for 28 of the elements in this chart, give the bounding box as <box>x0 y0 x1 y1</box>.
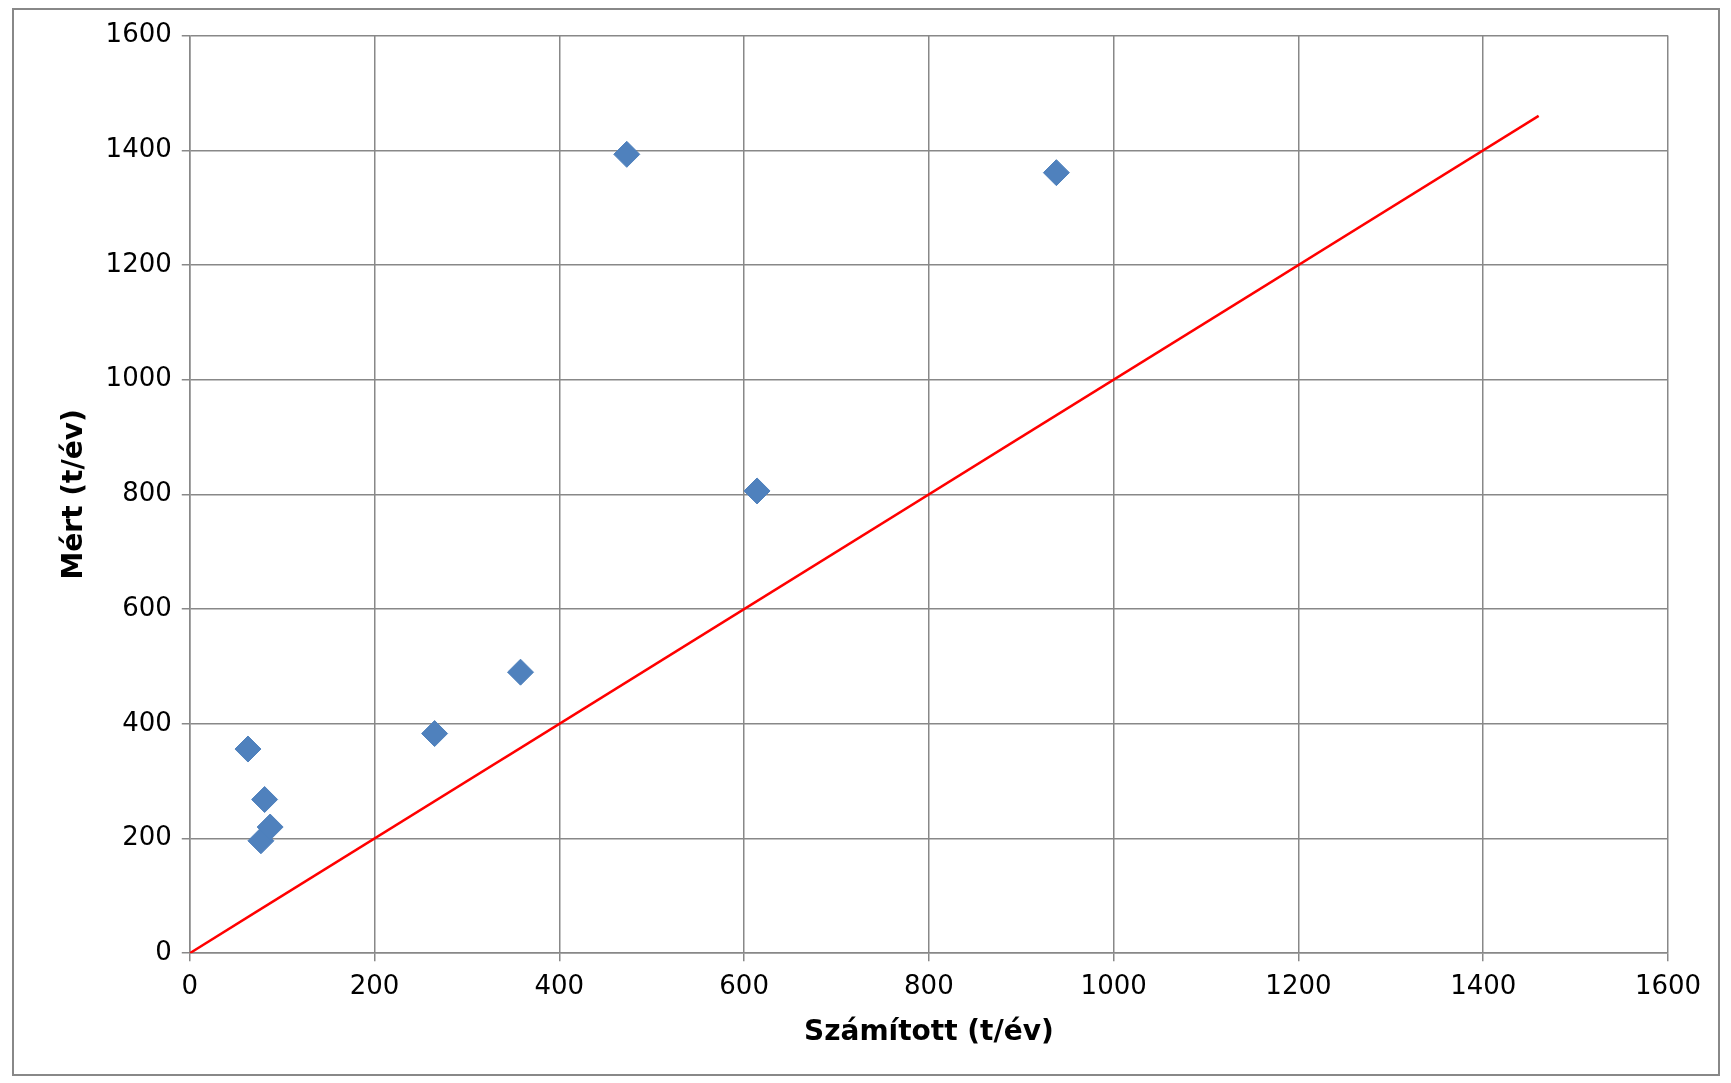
y-tick-label: 1200 <box>105 247 172 278</box>
y-tick-label: 1000 <box>105 362 172 393</box>
x-tick-label: 800 <box>904 969 954 1000</box>
x-tick-label: 600 <box>719 969 769 1000</box>
y-tick-label: 0 <box>155 935 172 966</box>
y-tick-label: 800 <box>122 477 172 508</box>
y-tick-label: 200 <box>122 821 172 852</box>
point <box>743 477 771 505</box>
y-tick-label: 400 <box>122 706 172 737</box>
point <box>507 658 535 686</box>
y-tick-label: 600 <box>122 591 172 622</box>
x-tick-label: 1000 <box>1080 969 1147 1000</box>
x-tick-label: 1600 <box>1634 969 1702 1000</box>
x-tick-label: 1400 <box>1450 969 1517 1000</box>
point <box>613 140 641 168</box>
y-axis-title: Mért (t/év) <box>56 409 90 580</box>
point <box>1042 159 1070 187</box>
x-tick-label: 200 <box>349 969 400 1000</box>
x-tick-label: 0 <box>181 969 199 1000</box>
point <box>234 735 262 763</box>
point <box>251 786 279 813</box>
point <box>256 813 284 841</box>
y-tick-label: 1600 <box>105 18 172 49</box>
x-tick-label: 1200 <box>1265 969 1332 1000</box>
point <box>421 720 449 748</box>
x-tick-label: 400 <box>534 969 585 1000</box>
x-axis-title: Számított (t/év) <box>804 1014 1054 1048</box>
y-tick-label: 1400 <box>105 133 172 164</box>
